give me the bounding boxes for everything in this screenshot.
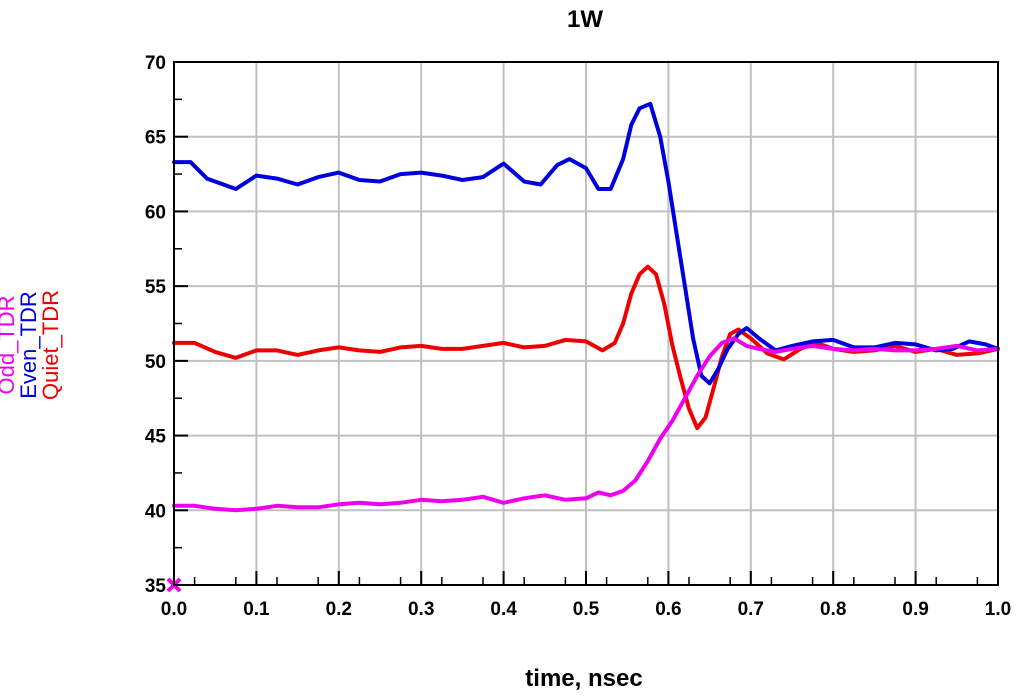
y-tick-label: 35 [145,576,167,597]
y-tick-label: 50 [145,352,166,373]
plot-frame [173,61,999,586]
x-tick-labels: 0.0 0.1 0.2 0.3 0.4 0.5 0.6 0.7 0.8 0.9 1.0 [161,599,1011,620]
x-tick-label: 0.5 [573,599,600,620]
x-tick-label: 0.7 [738,599,764,620]
y-tick-label: 60 [145,202,166,223]
x-axis-label: time, nsec [525,665,642,692]
x-tick-label: 0.0 [161,599,187,620]
y-tick-label: 45 [145,427,167,448]
x-tick-label: 1.0 [985,599,1011,620]
x-tick-label: 0.4 [490,599,517,620]
y-tick-label: 65 [145,128,167,149]
x-tick-label: 0.3 [408,599,434,620]
series-line-odd-tdr [172,336,1000,513]
x-tick-label: 0.6 [655,599,681,620]
series-lines [172,101,1000,513]
y-axis-label-odd-tdr: Odd_TDR [0,295,19,394]
x-tick-label: 0.2 [326,599,352,620]
x-tick-label: 0.8 [820,599,846,620]
y-tick-labels: 35 40 45 50 55 60 65 70 [145,53,167,597]
y-tick-label: 55 [145,277,167,298]
y-axis-label-even-tdr: Even_TDR [16,291,41,399]
series-line-even-tdr [172,101,1000,386]
y-axis-label-quiet-tdr: Quiet_TDR [38,290,63,400]
y-tick-label: 40 [145,501,166,522]
x-tick-label: 0.1 [243,599,270,620]
y-tick-label: 70 [145,53,166,74]
svg-text:Odd_TDREven_TDRQuiet_TDR: Odd_TDREven_TDRQuiet_TDR [0,290,63,400]
grid [173,61,999,586]
x-tick-label: 0.9 [902,599,928,620]
chart-title: 1W [567,6,603,33]
y-axis-labels: Odd_TDREven_TDRQuiet_TDR [0,290,63,400]
